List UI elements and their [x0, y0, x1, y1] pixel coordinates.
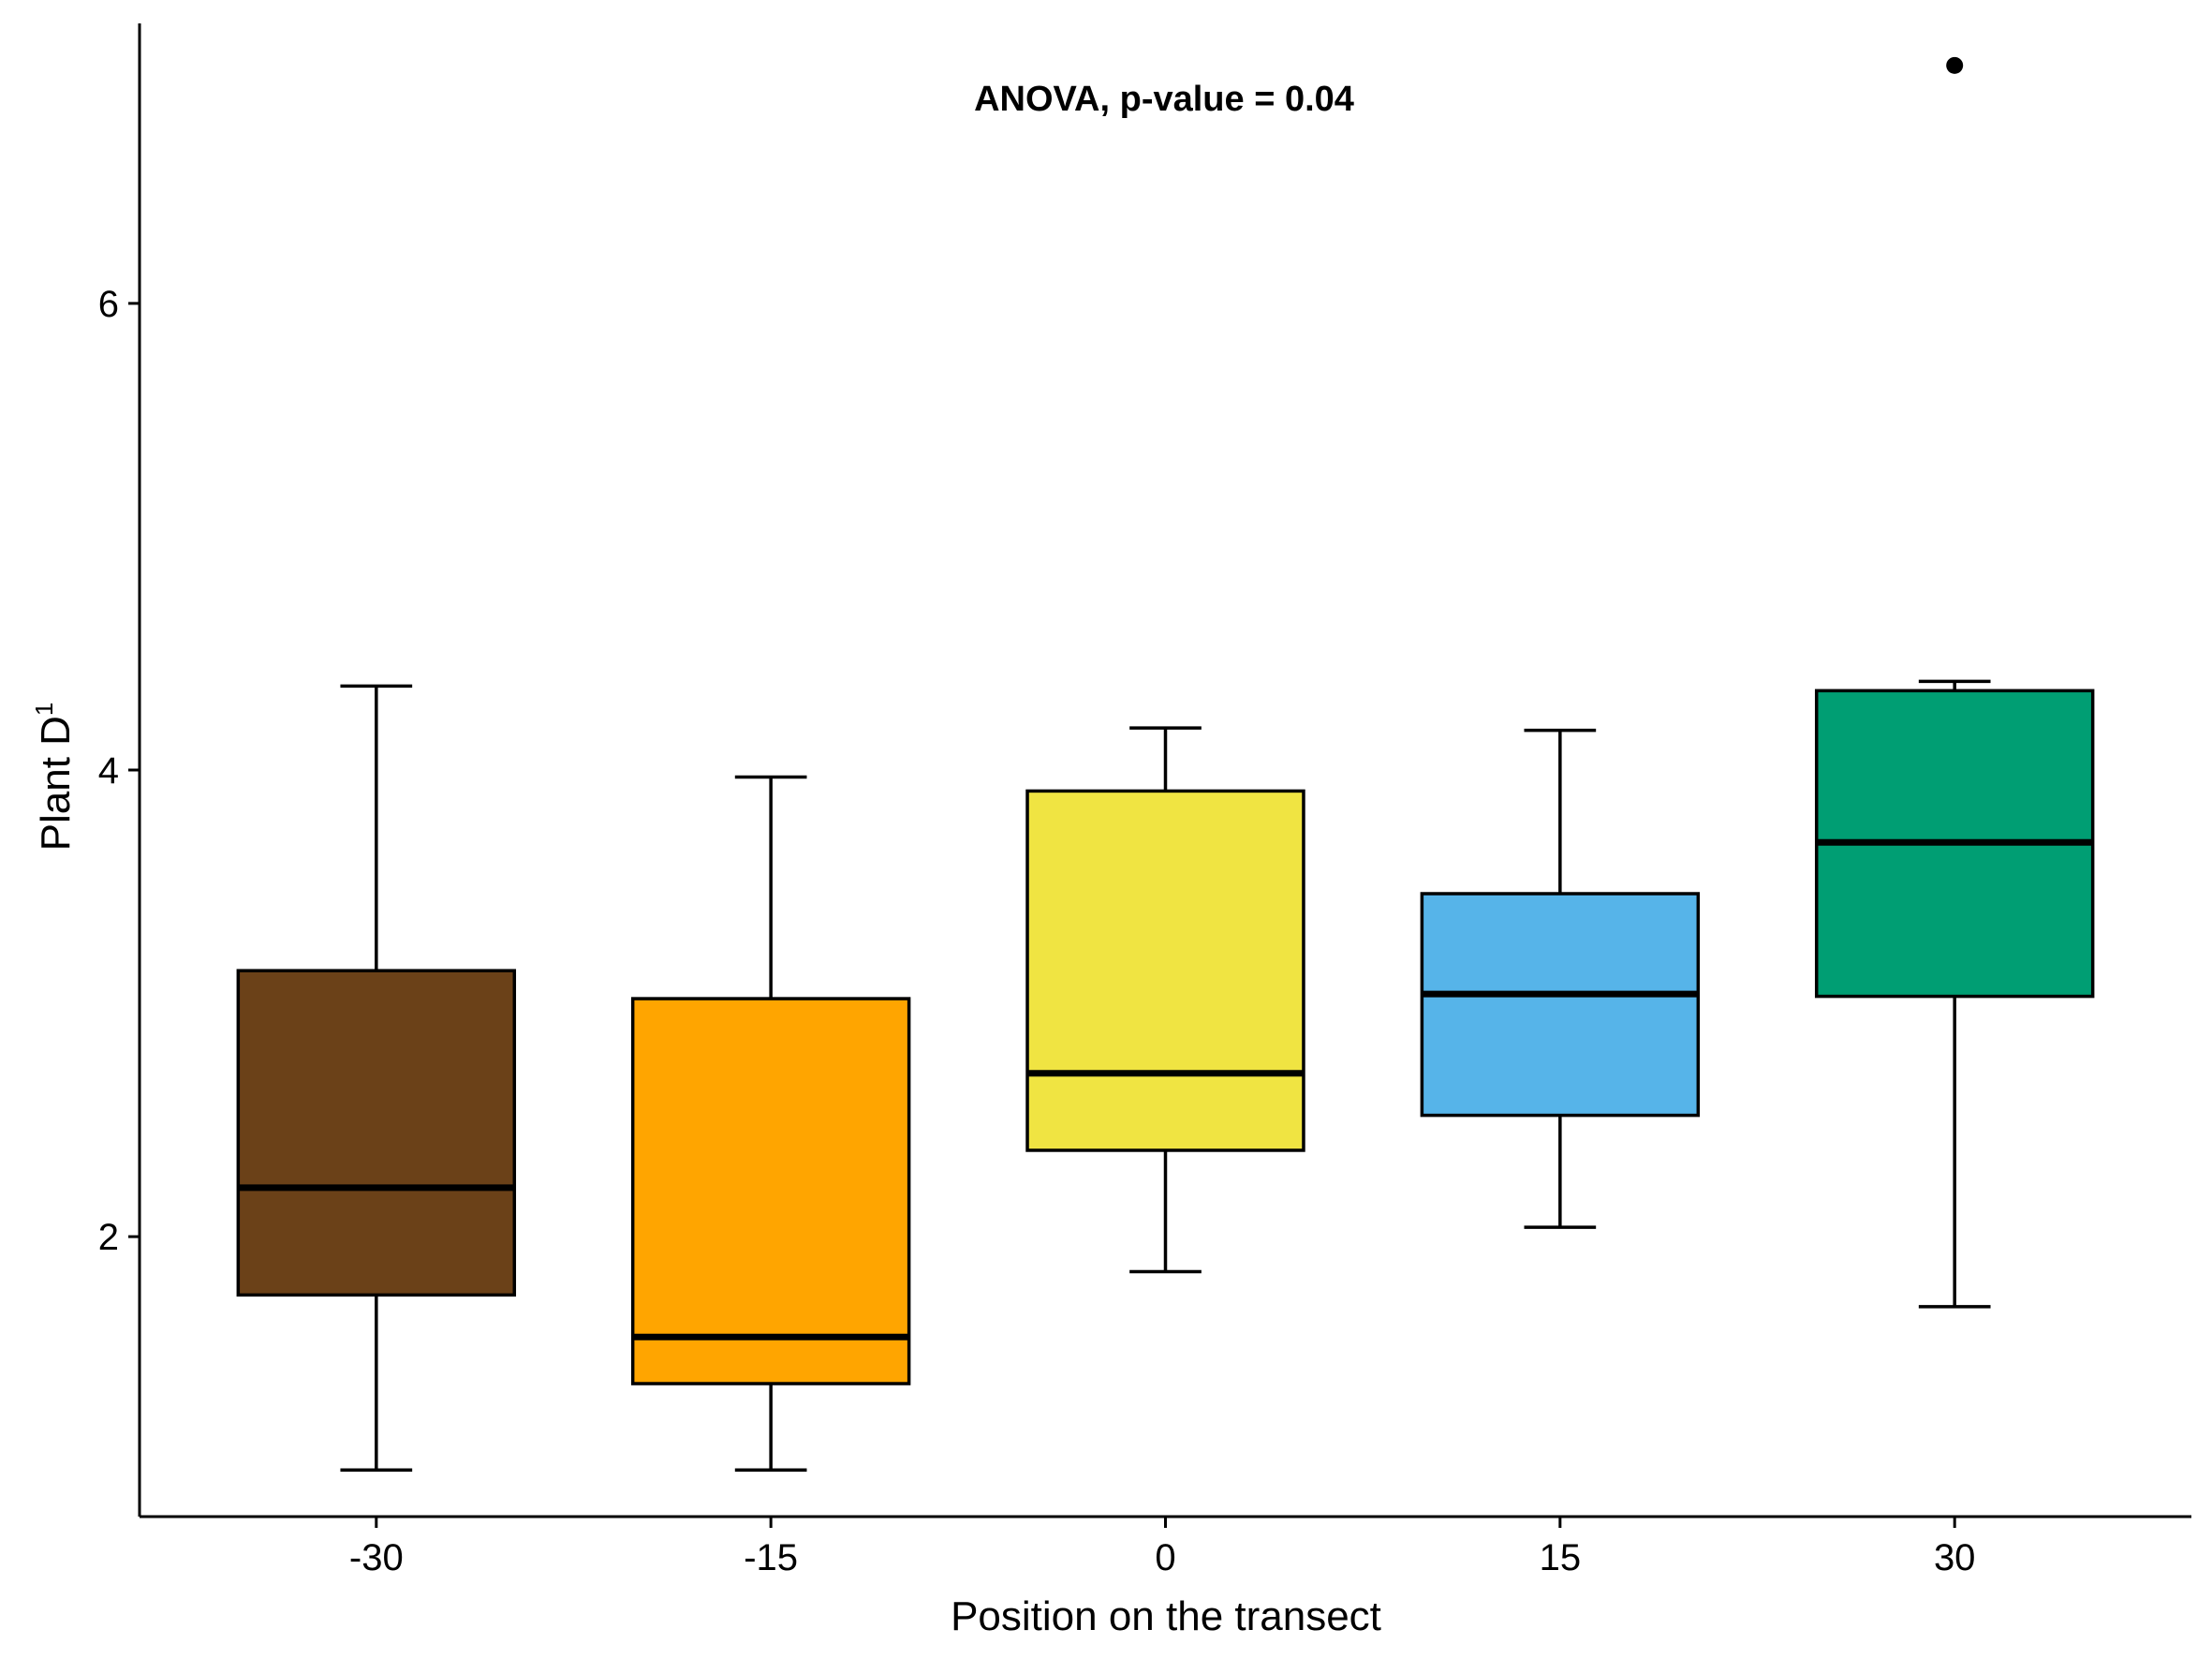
- box-0: [1025, 726, 1305, 1274]
- x-tick-label: -30: [349, 1537, 404, 1578]
- box-30: [1814, 56, 2095, 1309]
- box--30: [236, 684, 517, 1472]
- box-iqr: [236, 969, 517, 1297]
- y-axis-title-main: Plant D: [33, 716, 79, 851]
- anova-annotation: ANOVA, p-value = 0.04: [974, 80, 1354, 119]
- x-tick-label: 15: [1540, 1537, 1582, 1578]
- y-axis-title-superscript: 1: [30, 703, 58, 716]
- y-tick-label: 2: [98, 1217, 119, 1258]
- box-iqr: [1420, 892, 1701, 1118]
- y-tick-label: 4: [98, 750, 119, 792]
- box-15: [1420, 728, 1701, 1229]
- y-ticks: 2 4 6: [98, 284, 140, 1258]
- box-iqr: [1025, 789, 1305, 1152]
- boxes-layer: [236, 56, 2095, 1472]
- box-iqr: [630, 997, 911, 1385]
- box--15: [630, 775, 911, 1472]
- x-tick-label: 30: [1934, 1537, 1976, 1578]
- outlier-point: [1946, 56, 1964, 74]
- y-tick-label: 6: [98, 284, 119, 325]
- x-tick-label: -15: [744, 1537, 798, 1578]
- y-axis-title: Plant D1: [30, 703, 79, 852]
- x-ticks: -30 -15 0 15 30: [349, 1517, 1976, 1578]
- x-axis-title: Position on the transect: [951, 1593, 1381, 1639]
- x-tick-label: 0: [1155, 1537, 1175, 1578]
